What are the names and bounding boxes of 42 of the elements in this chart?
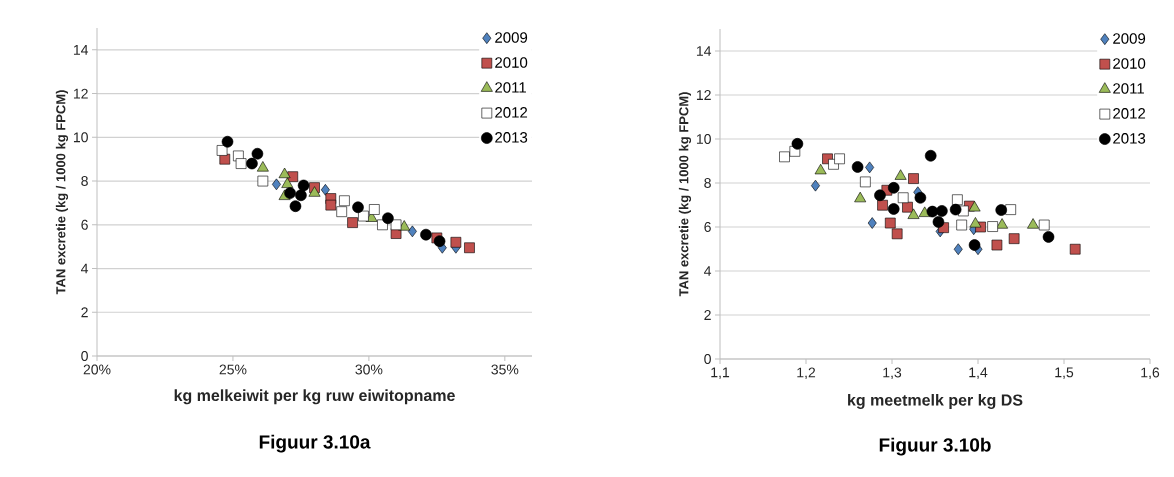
legend-label: 2011 xyxy=(495,82,526,93)
text: Figuur 3.10a xyxy=(259,434,371,453)
y-tick-label: 0 xyxy=(81,351,88,361)
y-tick-label: 6 xyxy=(81,219,88,230)
legend-label: 2010 xyxy=(1113,58,1146,69)
y-tick-label: 4 xyxy=(704,266,712,276)
x-tick-label: 1,5 xyxy=(1055,367,1074,379)
y-tick-label: 6 xyxy=(704,222,711,232)
y-tick-label: 14 xyxy=(73,45,89,55)
y-tick-label: 10 xyxy=(696,134,711,144)
x-axis-title: kg meetmelk per kg DS xyxy=(848,393,1023,409)
x-tick-label: 1,1 xyxy=(711,367,730,379)
x-tick-label: 1,4 xyxy=(969,367,988,379)
y-axis-title: TAN excretie (kg / 1000 kg FPCM) xyxy=(55,90,69,295)
x-tick-label: 20% xyxy=(83,364,111,375)
x-tick-label: 30% xyxy=(355,364,383,375)
y-tick-label: 8 xyxy=(704,178,711,188)
x-tick-label: 1,3 xyxy=(883,367,902,380)
legend-label: 2012 xyxy=(495,107,528,118)
legend-label: 2013 xyxy=(1113,133,1146,144)
y-tick-label: 12 xyxy=(696,90,711,100)
text: Figuur 3.10b xyxy=(879,437,991,456)
y-tick-label: 8 xyxy=(81,176,88,187)
x-tick-label: 1,2 xyxy=(797,367,816,380)
legend-label: 2010 xyxy=(495,57,528,68)
x-tick-label: 25% xyxy=(219,364,247,375)
x-axis-title: kg melkeiwit per kg ruw eiwitopname xyxy=(174,389,455,405)
y-tick-label: 10 xyxy=(73,132,88,143)
x-tick-label: 35% xyxy=(491,364,519,375)
y-axis-title: TAN excretie (kg / 1000 kg FPCM) xyxy=(678,92,692,297)
legend-label: 2013 xyxy=(495,132,528,143)
y-tick-label: 0 xyxy=(704,354,711,364)
legend-label: 2009 xyxy=(495,32,528,43)
y-tick-label: 2 xyxy=(81,307,88,318)
y-tick-label: 12 xyxy=(73,88,88,99)
legend-label: 2011 xyxy=(1113,83,1144,94)
y-tick-label: 2 xyxy=(704,310,711,320)
legend-label: 2009 xyxy=(1113,33,1146,44)
legend-label: 2012 xyxy=(1113,108,1146,119)
x-tick-label: 1,6 xyxy=(1141,367,1160,380)
y-tick-label: 14 xyxy=(696,46,712,56)
y-tick-label: 4 xyxy=(81,263,89,274)
